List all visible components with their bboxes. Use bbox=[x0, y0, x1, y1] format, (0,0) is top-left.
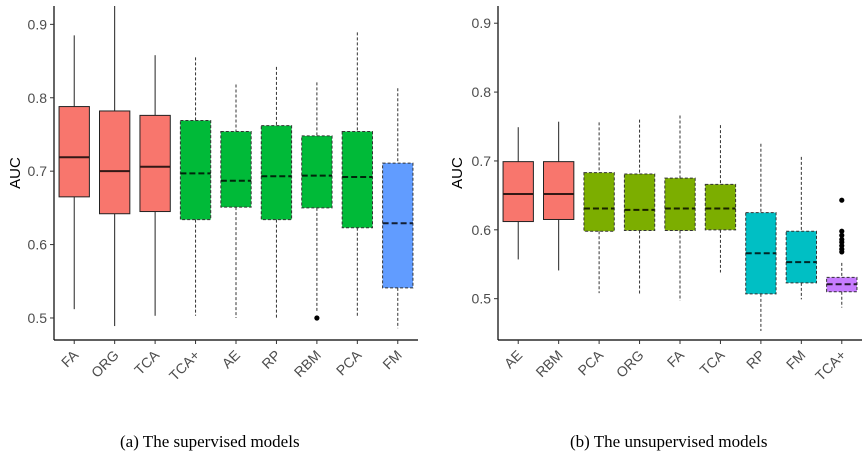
x-tick-label: FA bbox=[58, 346, 82, 370]
x-tick-label: ORG bbox=[88, 347, 122, 381]
box bbox=[179, 120, 212, 221]
x-tick-label: AE bbox=[219, 347, 244, 372]
x-tick-label: TCA+ bbox=[166, 347, 203, 384]
x-tick-label: RP bbox=[258, 347, 283, 372]
x-tick-label: PCA bbox=[575, 346, 607, 378]
box bbox=[704, 183, 737, 231]
box bbox=[301, 135, 333, 209]
box bbox=[341, 131, 373, 229]
box bbox=[58, 106, 90, 198]
y-tick-label: 0.7 bbox=[472, 153, 492, 169]
y-tick-label: 0.5 bbox=[472, 291, 492, 307]
panel-supervised: 0.5 0.6 0.7 0.8 0.9 AUC FA ORG TCA TCA+ AE RP RBM PCA… bbox=[7, 6, 418, 384]
y-tick-label: 0.7 bbox=[28, 163, 48, 179]
outlier-point bbox=[839, 249, 845, 255]
box bbox=[623, 173, 656, 232]
box bbox=[664, 177, 696, 232]
y-tick-label: 0.5 bbox=[28, 310, 48, 326]
y-tick-label: 0.9 bbox=[28, 16, 48, 32]
y-tick-label: 0.8 bbox=[472, 84, 492, 100]
outlier-point bbox=[839, 232, 845, 238]
x-tick-label: TCA bbox=[696, 346, 728, 378]
x-tick-label: TCA+ bbox=[812, 347, 849, 384]
x-tick-label: RBM bbox=[291, 347, 324, 380]
x-tick-label: PCA bbox=[333, 346, 365, 378]
box bbox=[260, 125, 293, 221]
caption-supervised: (a) The supervised models bbox=[120, 432, 300, 451]
box bbox=[785, 230, 818, 284]
y-tick-label: 0.6 bbox=[472, 222, 492, 238]
x-tick-label: FM bbox=[783, 347, 809, 373]
panel-unsupervised: 0.5 0.6 0.7 0.8 0.9 AUC AE RBM PCA ORG FA TCA RP FM TC… bbox=[449, 6, 862, 384]
x-tick-label: FA bbox=[664, 346, 688, 370]
box bbox=[382, 162, 414, 289]
box bbox=[139, 114, 171, 213]
outlier-point bbox=[839, 228, 845, 234]
x-tick-label: RBM bbox=[532, 347, 565, 380]
y-tick-label: 0.6 bbox=[28, 237, 48, 253]
box bbox=[220, 131, 252, 208]
box bbox=[583, 172, 615, 232]
x-tick-label: FM bbox=[379, 347, 405, 373]
box bbox=[99, 110, 131, 215]
outlier-point bbox=[314, 315, 320, 321]
x-tick-label: RP bbox=[743, 347, 768, 372]
box bbox=[543, 161, 575, 220]
x-tick-label: TCA bbox=[131, 346, 163, 378]
outlier-point bbox=[839, 197, 845, 203]
y-axis-title: AUC bbox=[7, 157, 24, 189]
caption-unsupervised: (b) The unsupervised models bbox=[570, 432, 768, 451]
y-axis-title: AUC bbox=[449, 157, 466, 189]
y-tick-label: 0.9 bbox=[472, 15, 492, 31]
box bbox=[502, 161, 534, 223]
x-tick-label: ORG bbox=[613, 347, 647, 381]
y-tick-label: 0.8 bbox=[28, 90, 48, 106]
x-tick-label: AE bbox=[501, 347, 526, 372]
